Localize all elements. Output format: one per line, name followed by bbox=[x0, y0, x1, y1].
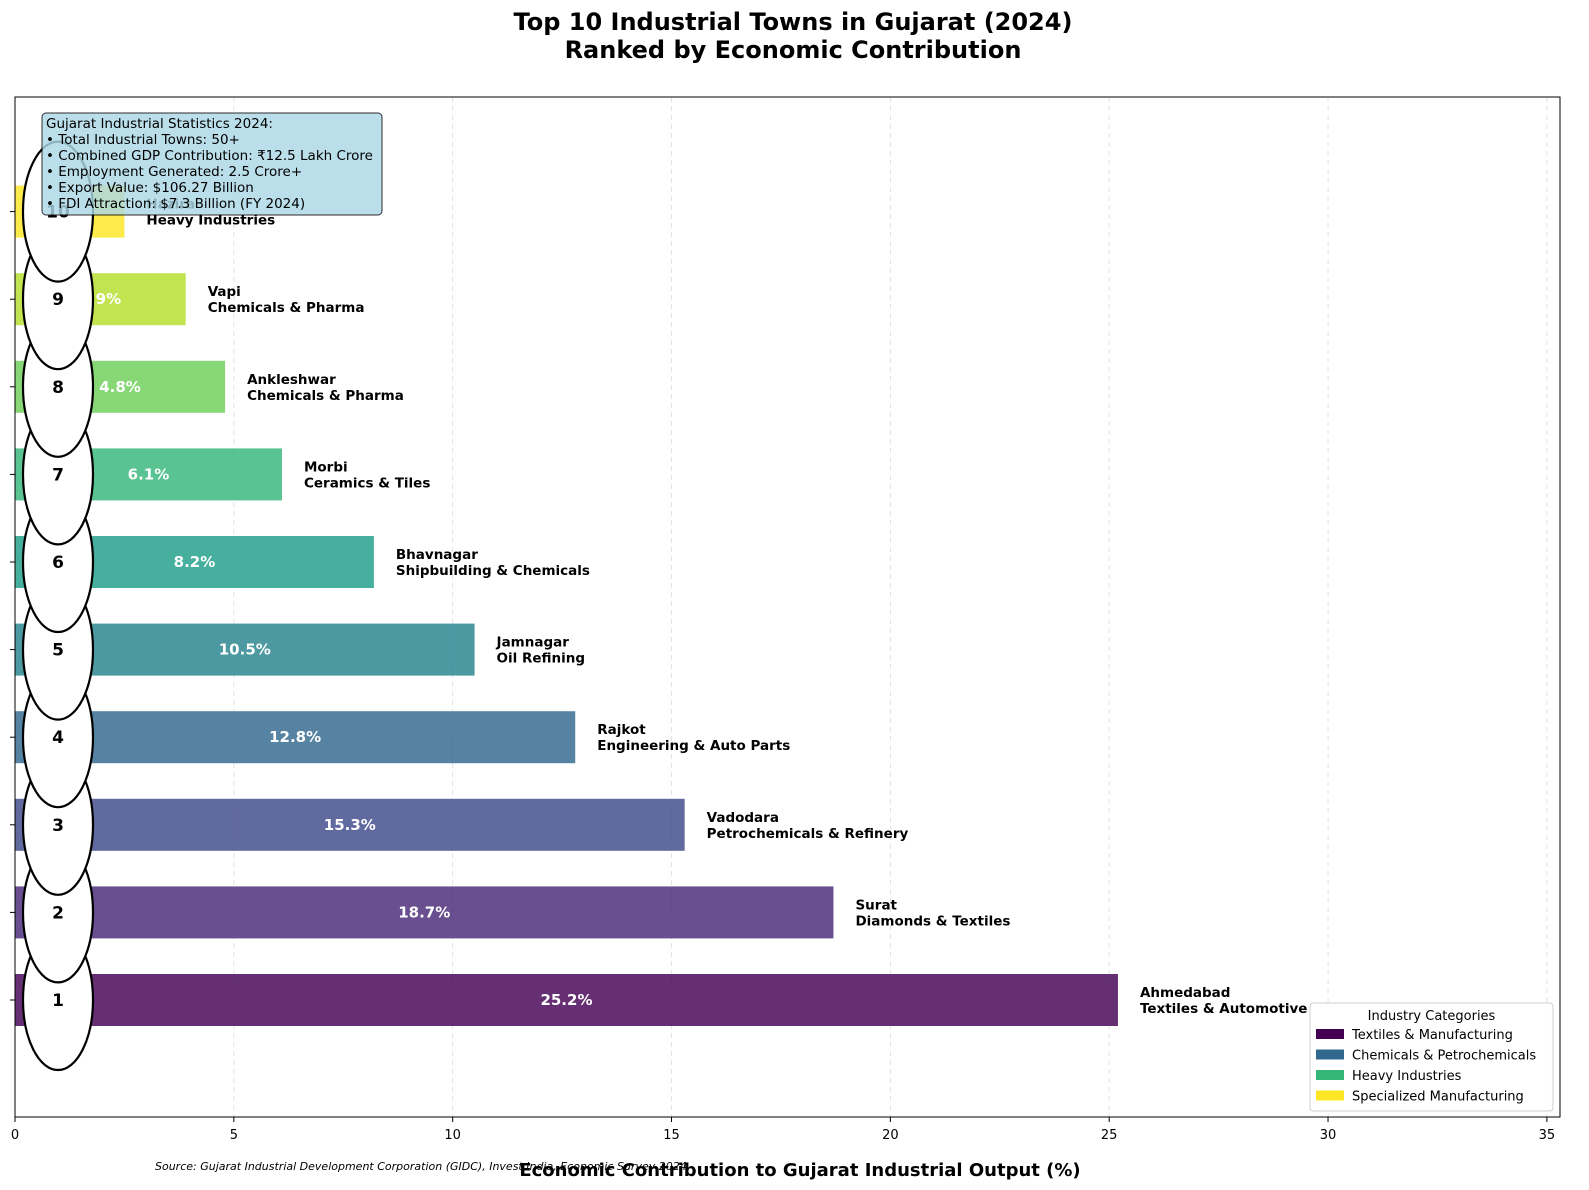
x-tick-label-3: 15 bbox=[663, 1128, 680, 1143]
industry-label-ahmedabad: Textiles & Automotive bbox=[1140, 1001, 1308, 1017]
stats-line-2: • Combined GDP Contribution: ₹12.5 Lakh … bbox=[46, 148, 373, 164]
plot-frame bbox=[14, 96, 1561, 1118]
town-name-bhavnagar: Bhavnagar bbox=[396, 547, 478, 563]
stats-box: Gujarat Industrial Statistics 2024:• Tot… bbox=[41, 112, 383, 216]
legend-label-2: Heavy Industries bbox=[1352, 1069, 1462, 1084]
industry-label-vapi: Chemicals & Pharma bbox=[208, 300, 365, 316]
stats-line-1: • Total Industrial Towns: 50+ bbox=[46, 132, 240, 148]
stats-box-background bbox=[41, 112, 383, 216]
legend-swatch-0 bbox=[1316, 1029, 1344, 1039]
x-axis-label: Economic Contribution to Gujarat Industr… bbox=[519, 1160, 1080, 1181]
industry-label-ankleshwar: Chemicals & Pharma bbox=[247, 388, 404, 404]
bar-value-label-bhavnagar: 8.2% bbox=[174, 553, 216, 571]
rank-badges: 12345678910 bbox=[21, 140, 95, 1072]
industry-label-hazira: Heavy Industries bbox=[146, 213, 275, 229]
x-tick-label-6: 30 bbox=[1320, 1128, 1337, 1143]
legend: Industry Categories Textiles & Manufactur… bbox=[1309, 1002, 1554, 1112]
town-name-morbi: Morbi bbox=[304, 459, 348, 475]
legend-swatch-1 bbox=[1316, 1049, 1344, 1060]
bar-ahmedabad bbox=[15, 974, 1118, 1026]
x-axis: 0 5 10 15 20 25 30 35 bbox=[10, 96, 1561, 1143]
legend-label-0: Textiles & Manufacturing bbox=[1351, 1028, 1513, 1043]
rank-number-4: 4 bbox=[52, 728, 64, 748]
x-tick-label-2: 10 bbox=[444, 1128, 461, 1143]
rank-number-7: 7 bbox=[52, 465, 64, 485]
chart-title-line-1: Top 10 Industrial Towns in Gujarat (2024… bbox=[514, 8, 1073, 36]
gridlines bbox=[233, 97, 1548, 1117]
industry-label-surat: Diamonds & Textiles bbox=[855, 913, 1010, 929]
bar-value-label-ankleshwar: 4.8% bbox=[99, 378, 141, 396]
x-tick-label-4: 20 bbox=[882, 1128, 899, 1143]
legend-label-3: Specialized Manufacturing bbox=[1352, 1090, 1524, 1105]
town-name-vadodara: Vadodara bbox=[707, 810, 779, 826]
stats-line-4: • Export Value: $106.27 Billion bbox=[46, 180, 254, 196]
bars bbox=[15, 185, 1118, 1026]
bar-value-label-surat: 18.7% bbox=[398, 903, 450, 921]
industry-label-rajkot: Engineering & Auto Parts bbox=[597, 738, 790, 754]
rank-number-5: 5 bbox=[52, 641, 64, 661]
town-name-rajkot: Rajkot bbox=[597, 722, 646, 738]
rank-number-8: 8 bbox=[52, 378, 64, 398]
legend-swatch-2 bbox=[1316, 1070, 1344, 1080]
bar-rajkot bbox=[15, 711, 576, 764]
legend-label-1: Chemicals & Petrochemicals bbox=[1352, 1049, 1536, 1064]
x-tick-label-5: 25 bbox=[1101, 1128, 1118, 1143]
rank-number-6: 6 bbox=[52, 553, 64, 573]
industry-label-jamnagar: Oil Refining bbox=[497, 651, 586, 667]
x-tick-label-1: 5 bbox=[230, 1128, 238, 1143]
chart-title-line-2: Ranked by Economic Contribution bbox=[565, 36, 1022, 64]
town-name-ankleshwar: Ankleshwar bbox=[247, 372, 336, 388]
town-name-vapi: Vapi bbox=[208, 284, 241, 300]
rank-number-1: 1 bbox=[52, 991, 64, 1011]
legend-frame bbox=[1309, 1002, 1554, 1112]
legend-title: Industry Categories bbox=[1368, 1009, 1496, 1024]
industry-label-morbi: Ceramics & Tiles bbox=[304, 475, 430, 491]
rank-number-3: 3 bbox=[52, 816, 64, 836]
town-name-ahmedabad: Ahmedabad bbox=[1140, 985, 1231, 1001]
bar-value-label-jamnagar: 10.5% bbox=[219, 641, 271, 659]
bar-vadodara bbox=[15, 798, 685, 851]
industry-label-vadodara: Petrochemicals & Refinery bbox=[707, 826, 909, 842]
bar-value-label-rajkot: 12.8% bbox=[269, 728, 321, 746]
source-note: Source: Gujarat Industrial Development C… bbox=[155, 1160, 687, 1173]
bar-value-label-vadodara: 15.3% bbox=[324, 816, 376, 834]
bar-value-label-morbi: 6.1% bbox=[128, 465, 170, 483]
town-name-jamnagar: Jamnagar bbox=[496, 635, 570, 651]
stats-line-5: • FDI Attraction: $7.3 Billion (FY 2024) bbox=[46, 196, 305, 212]
rank-number-9: 9 bbox=[52, 290, 64, 310]
x-tick-label-7: 35 bbox=[1539, 1128, 1556, 1143]
industry-label-bhavnagar: Shipbuilding & Chemicals bbox=[396, 563, 590, 579]
x-tick-label-0: 0 bbox=[11, 1128, 19, 1143]
legend-swatch-3 bbox=[1316, 1090, 1344, 1101]
bar-surat bbox=[15, 886, 834, 939]
bar-value-label-ahmedabad: 25.2% bbox=[540, 991, 592, 1009]
rank-number-2: 2 bbox=[52, 903, 64, 923]
town-name-surat: Surat bbox=[855, 897, 897, 913]
stats-line-0: Gujarat Industrial Statistics 2024: bbox=[46, 116, 273, 132]
stats-line-3: • Employment Generated: 2.5 Crore+ bbox=[46, 164, 302, 180]
